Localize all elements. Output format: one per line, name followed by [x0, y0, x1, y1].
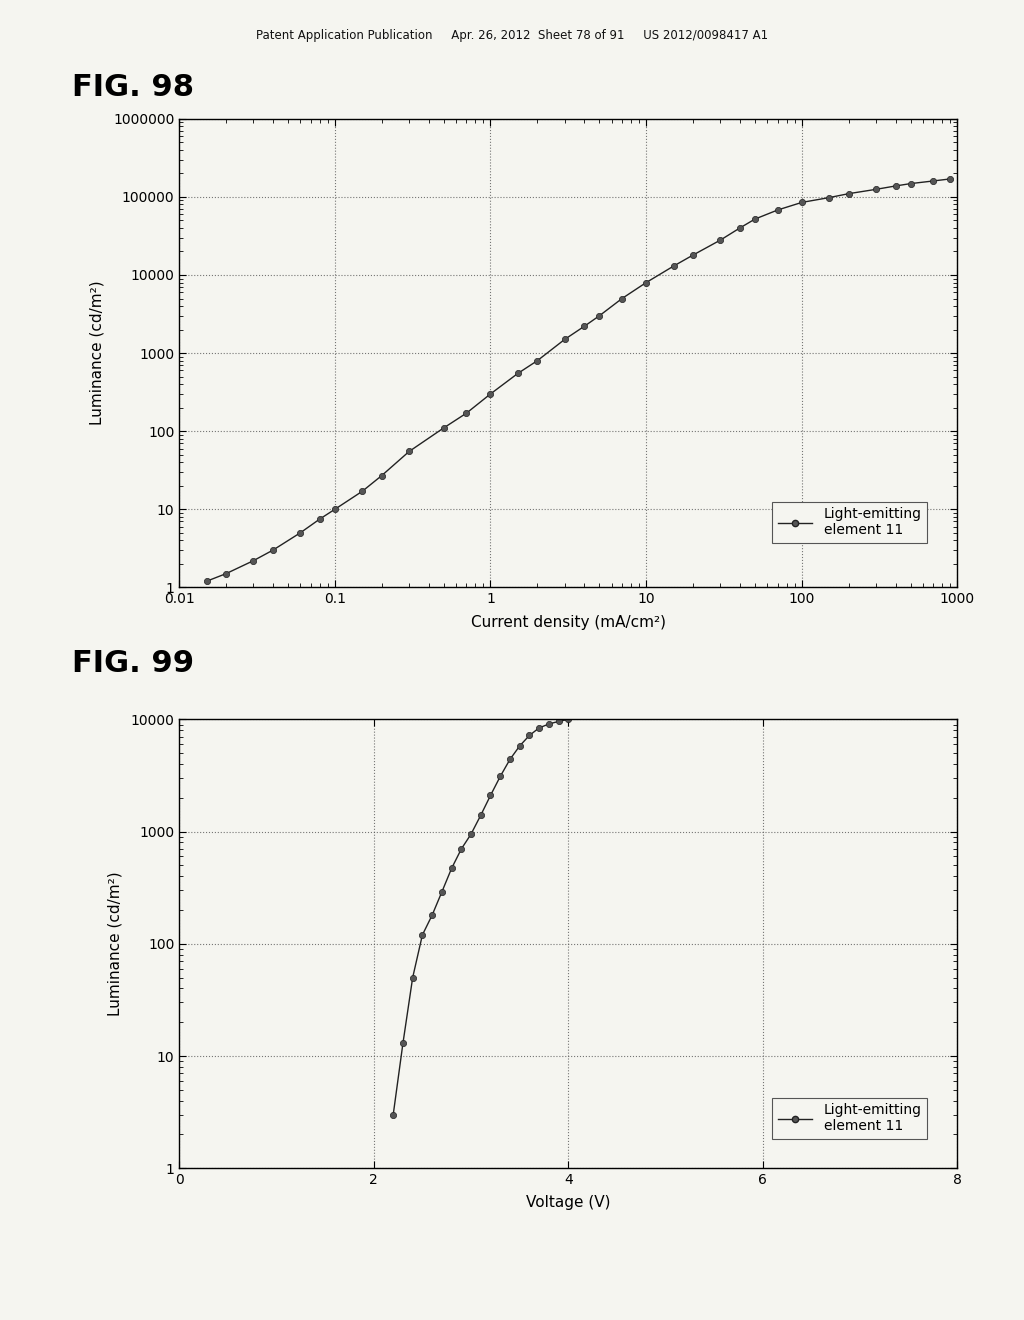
Legend: Light-emitting
element 11: Light-emitting element 11	[772, 502, 927, 543]
Y-axis label: Luminance (cd/m²): Luminance (cd/m²)	[108, 871, 122, 1016]
X-axis label: Voltage (V): Voltage (V)	[526, 1196, 610, 1210]
Text: Patent Application Publication     Apr. 26, 2012  Sheet 78 of 91     US 2012/009: Patent Application Publication Apr. 26, …	[256, 29, 768, 42]
Text: FIG. 98: FIG. 98	[72, 73, 194, 102]
Legend: Light-emitting
element 11: Light-emitting element 11	[772, 1097, 927, 1139]
X-axis label: Current density (mA/cm²): Current density (mA/cm²)	[471, 615, 666, 630]
Text: FIG. 99: FIG. 99	[72, 649, 194, 678]
Y-axis label: Luminance (cd/m²): Luminance (cd/m²)	[90, 281, 104, 425]
